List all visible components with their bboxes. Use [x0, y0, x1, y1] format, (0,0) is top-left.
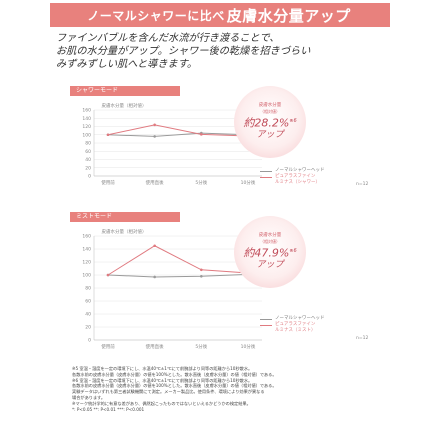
- data-point: [200, 275, 203, 278]
- badge-label: 皮膚水分量: [258, 233, 282, 239]
- data-point: [106, 133, 110, 137]
- footnote-line: ※6 室温・湿度を一定の環境下にし、水温40℃±1℃にて前腕部より同等の距離から…: [72, 377, 253, 383]
- y-tick-label: 80: [85, 141, 91, 147]
- shower-mode-section: シャワーモード 皮膚水分量（相対値） 0 20 40 60 80 100 120 140 160 使…: [70, 86, 370, 188]
- y-tick-label: 120: [82, 124, 91, 130]
- y-tick-label: 160: [82, 108, 91, 114]
- data-point: [153, 123, 156, 127]
- footnote-line: ※マーク統計学的に有意な差があり、偶然起こったものではないといえるかどうかの検定…: [72, 400, 251, 406]
- y-tick-label: 160: [82, 234, 91, 240]
- intro-line: ファインバブルを含んだ水流が行き渡ることで、: [56, 33, 280, 44]
- footnotes: ※5 室温・湿度を一定の環境下にし、水温40℃±1℃にて前腕部より同等の距離から…: [72, 366, 372, 412]
- y-tick-label: 60: [85, 149, 91, 155]
- legend-item: ノーマルシャワーヘッド: [275, 168, 325, 173]
- legend-swatch-normal: [260, 170, 272, 172]
- moisture-badge: 皮膚水分量 （相対値） 約28.2%※6 アップ: [234, 86, 306, 158]
- legend-item: ピュアラスファイン: [275, 322, 316, 327]
- badge-suffix: アップ: [256, 259, 284, 270]
- chart-legend: ノーマルシャワーヘッド ピュアラスファイン ルミナス（シャワー）: [260, 168, 325, 186]
- intro-line: みずみずしい肌へと導きます。: [56, 59, 198, 70]
- series-line: [107, 132, 249, 137]
- badge-sublabel: （相対値）: [260, 109, 280, 115]
- x-tick-label: 使用前: [101, 179, 115, 186]
- data-point: [200, 133, 203, 136]
- legend-swatch-product: [260, 324, 272, 326]
- legend-swatch-normal: [260, 318, 272, 320]
- footnote-line: 場合があります。: [72, 394, 106, 400]
- y-tick-label: 20: [85, 325, 91, 331]
- y-axis-label: 皮膚水分量（相対値）: [102, 102, 147, 109]
- footnote-line: ※5 室温・湿度を一定の環境下にし、水温40℃±1℃にて前腕部より同等の距離から…: [72, 366, 253, 371]
- legend-item: ルミナス（ミスト）: [275, 328, 316, 333]
- x-tick-label: 10分後: [241, 343, 256, 350]
- sample-size: n=12: [356, 182, 369, 187]
- badge-label: 皮膚水分量: [258, 103, 282, 109]
- x-tick-label: 5分後: [195, 343, 207, 350]
- badge-percent: 約28.2%※6: [243, 116, 297, 130]
- header-banner: ノーマルシャワーに比べ 皮膚水分量アップ: [50, 3, 390, 27]
- series-line: [107, 273, 249, 278]
- banner-prefix: ノーマルシャワーに比べ: [87, 8, 225, 23]
- y-axis-label: 皮膚水分量（相対値）: [102, 228, 147, 235]
- y-tick-label: 140: [82, 116, 91, 122]
- y-tick-label: 100: [82, 273, 91, 279]
- chart-legend: ノーマルシャワーヘッド ピュアラスファイン ルミナス（ミスト）: [260, 316, 325, 334]
- legend-item: ルミナス（シャワー）: [275, 180, 320, 185]
- data-point: [153, 275, 156, 279]
- badge-suffix: アップ: [256, 129, 284, 140]
- mist-mode-section: ミストモード 皮膚水分量（相対値） 0 20 40 60 80 100 120 140 160 使用…: [70, 212, 370, 350]
- y-tick-label: 100: [82, 132, 91, 138]
- data-point: [106, 273, 110, 277]
- badge-sublabel: （相対値）: [260, 239, 280, 245]
- series-line: [107, 245, 249, 276]
- data-point: [153, 135, 156, 138]
- y-tick-label: 120: [82, 260, 91, 266]
- x-tick-label: 5分後: [195, 179, 207, 186]
- badge-percent: 約47.9%※6: [243, 246, 297, 260]
- footnote-line: *: P<0.05 **: P<0.01 ***: P<0.001: [72, 406, 145, 412]
- footnote-line: 各散水前の皮膚水分量（皮膚水分量）の値を100%とした。散水直後（皮膚水分量）の…: [72, 371, 277, 377]
- y-tick-label: 40: [85, 312, 91, 318]
- legend-item: ピュアラスファイン: [275, 174, 316, 179]
- y-tick-label: 20: [85, 165, 91, 171]
- y-tick-label: 0: [88, 338, 91, 344]
- footnote-line: 実験データはいずれも第三者試験機関にて測定。メーカー製品比。使用条件、環境により…: [72, 389, 265, 395]
- footnote-line: 各散水前の皮膚水分量（皮膚水分量）の値を100%とした。散水直後（皮膚水分量）の…: [72, 383, 277, 389]
- mist-mode-chart: 皮膚水分量（相対値） 0 20 40 60 80 100 120 140 160 使用前 使用直後 5分…: [82, 228, 262, 350]
- section-tag: シャワーモード: [70, 86, 180, 96]
- y-tick-label: 0: [88, 174, 91, 180]
- y-tick-label: 140: [82, 247, 91, 253]
- y-tick-label: 40: [85, 157, 91, 163]
- y-tick-label: 80: [85, 286, 91, 292]
- x-tick-label: 使用前: [101, 343, 115, 350]
- y-tick-label: 60: [85, 299, 91, 305]
- series-line: [107, 124, 249, 137]
- section-tag: ミストモード: [70, 212, 180, 222]
- data-point: [200, 268, 203, 272]
- sample-size: n=12: [356, 336, 369, 341]
- data-point: [153, 244, 156, 248]
- intro-line: お肌の水分量がアップ。シャワー後の乾燥を招きづらい: [56, 46, 311, 57]
- legend-item: ノーマルシャワーヘッド: [275, 316, 325, 321]
- moisture-badge: 皮膚水分量 （相対値） 約47.9%※6 アップ: [234, 216, 306, 288]
- x-tick-label: 使用直後: [146, 343, 164, 350]
- banner-emphasis: 皮膚水分量アップ: [226, 6, 351, 25]
- x-tick-label: 使用直後: [146, 179, 164, 186]
- legend-swatch-product: [260, 176, 272, 178]
- intro-text: ファインバブルを含んだ水流が行き渡ることで、 お肌の水分量がアップ。シャワー後の…: [56, 32, 386, 71]
- x-tick-label: 10分後: [241, 179, 256, 186]
